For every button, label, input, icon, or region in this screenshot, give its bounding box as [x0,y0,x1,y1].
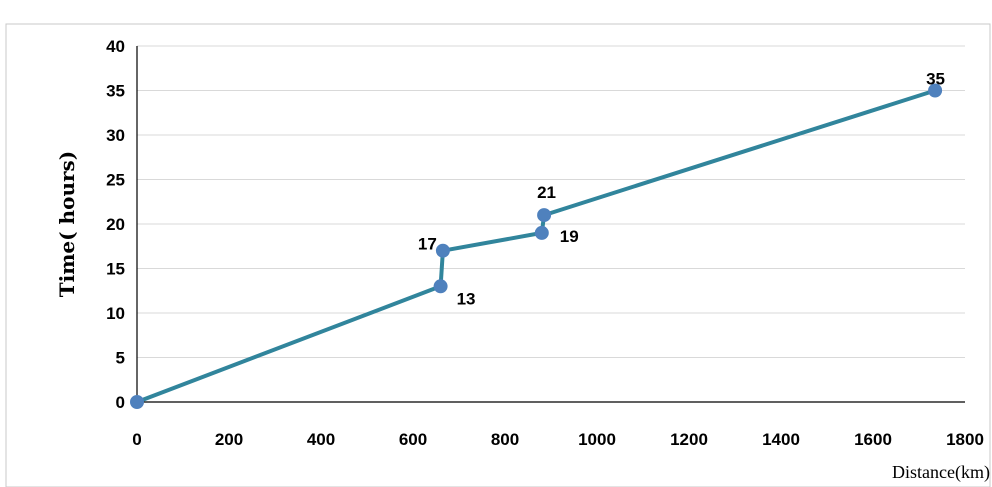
x-tick-label: 1400 [762,430,800,449]
x-tick-label: 200 [215,430,243,449]
y-tick-label: 0 [116,393,125,412]
data-label: 19 [560,227,579,246]
data-point [130,395,144,409]
series-group [130,83,943,409]
series-line [136,88,936,404]
y-tick-labels: 0 5 10 15 20 25 30 35 40 [106,37,125,412]
axes [136,46,965,403]
y-tick-label: 30 [106,126,125,145]
data-point [433,279,448,294]
y-tick-label: 35 [106,82,125,101]
y-tick-label: 5 [116,349,125,368]
data-label: 35 [926,70,945,89]
x-tick-label: 0 [132,430,141,449]
x-tick-label: 1200 [670,430,708,449]
data-label: 17 [418,235,437,254]
x-tick-label: 600 [399,430,427,449]
x-tick-label: 1000 [578,430,616,449]
data-label: 21 [537,183,556,202]
x-axis-label: Distance(km) [892,462,990,483]
y-tick-label: 25 [106,171,125,190]
chart-frame [5,23,991,487]
y-tick-label: 15 [106,260,125,279]
x-tick-labels: 0 200 400 600 800 1000 1200 1400 1600 1800 [132,430,984,449]
x-tick-label: 400 [307,430,335,449]
y-tick-label: 10 [106,304,125,323]
data-label: 13 [457,289,476,308]
data-point [537,208,552,223]
y-axis-label: Time( hours) [55,151,79,297]
data-labels: 13 17 19 21 35 [418,70,945,309]
y-tick-label: 20 [106,215,125,234]
gridlines [137,45,965,358]
x-tick-label: 800 [491,430,519,449]
y-tick-label: 40 [106,37,125,56]
data-point [435,243,450,258]
data-point [534,225,549,240]
x-tick-label: 1800 [946,430,984,449]
x-tick-label: 1600 [854,430,892,449]
data-point [928,83,943,98]
